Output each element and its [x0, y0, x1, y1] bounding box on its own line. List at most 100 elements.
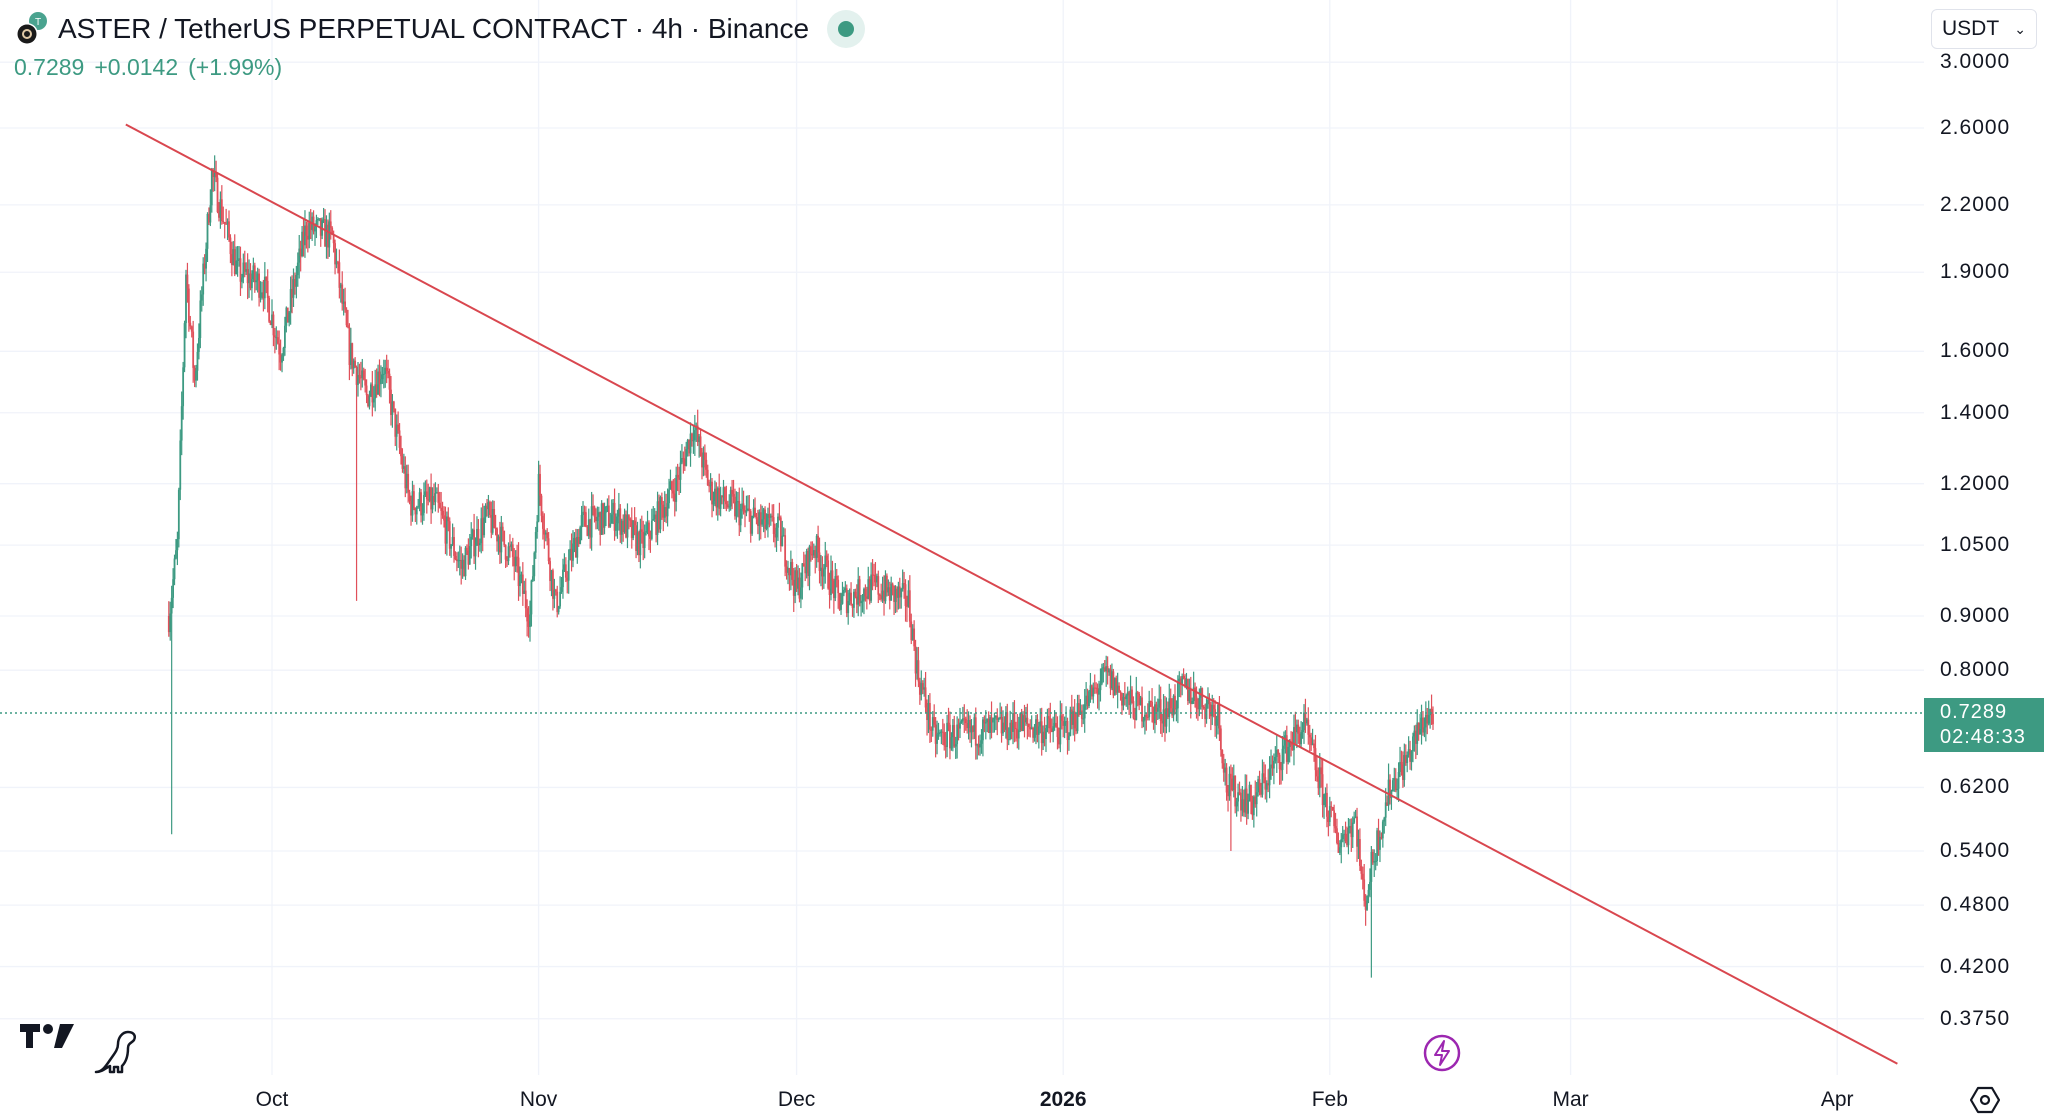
candle-body — [1409, 749, 1411, 762]
candle-body — [592, 506, 594, 508]
candle-body — [721, 495, 723, 498]
candle-body — [989, 717, 991, 733]
candle-body — [646, 522, 649, 531]
candle-body — [1237, 792, 1239, 802]
tradingview-logo-icon[interactable] — [20, 1022, 76, 1050]
candle-body — [520, 574, 523, 576]
candle-body — [298, 248, 301, 263]
candle-body — [395, 424, 398, 437]
trendline[interactable] — [125, 123, 1898, 1065]
candle-body — [703, 452, 706, 460]
candle-body — [719, 495, 722, 509]
candle-body — [1308, 734, 1311, 738]
market-status-indicator[interactable] — [827, 10, 866, 48]
candle-body — [722, 487, 725, 498]
candle-body — [1257, 779, 1260, 793]
candle-body — [1427, 715, 1430, 724]
candle-body — [1118, 685, 1120, 692]
candle-body — [206, 213, 209, 249]
candle-body — [1055, 722, 1057, 728]
candle-body — [169, 613, 172, 633]
candle-body — [269, 321, 272, 325]
candle-body — [666, 503, 669, 517]
candle-body — [983, 719, 986, 724]
candle-body — [546, 532, 549, 539]
settings-icon[interactable] — [1970, 1086, 2000, 1114]
candle-body — [791, 561, 794, 580]
candle-body — [1399, 761, 1401, 773]
candle-body — [430, 487, 432, 510]
candle-body — [249, 273, 252, 289]
candle-body — [937, 732, 940, 735]
candle-body — [1022, 715, 1024, 732]
candle-body — [672, 490, 675, 494]
candle-body — [940, 731, 943, 733]
candle-body — [994, 715, 997, 718]
candle-body — [295, 275, 298, 287]
candle-body — [784, 535, 787, 567]
candle-body — [374, 384, 377, 399]
candle-body — [501, 526, 504, 531]
candle-body — [209, 205, 212, 223]
candle-body — [800, 587, 802, 599]
candle-body — [329, 221, 332, 228]
candle-body — [785, 566, 788, 573]
candle-body — [464, 547, 467, 577]
candle-body — [1318, 767, 1321, 789]
candle-body — [665, 507, 668, 517]
candle-body — [1023, 715, 1026, 723]
candle-body — [956, 724, 959, 745]
candle-body — [771, 515, 774, 518]
candle-body — [1348, 825, 1351, 829]
lightning-icon[interactable] — [1422, 1033, 1462, 1073]
candle-body — [746, 508, 749, 511]
candle-body — [1327, 816, 1330, 822]
candle-body — [877, 576, 880, 595]
candle-body — [681, 458, 683, 463]
candle-body — [728, 506, 731, 508]
candle-body — [1096, 688, 1099, 695]
price-tick-label: 0.6200 — [1940, 775, 2011, 799]
candle-body — [1016, 729, 1019, 739]
candle-body — [990, 717, 993, 723]
currency-select[interactable]: USDT ⌄ — [1931, 9, 2037, 49]
candle-body — [702, 452, 705, 468]
candle-body — [1367, 889, 1370, 896]
candle-body — [262, 292, 265, 299]
candle-body — [841, 593, 844, 604]
candle-body — [982, 719, 984, 741]
candle-body — [378, 371, 381, 385]
candle-body — [1324, 792, 1327, 795]
candle-body — [854, 591, 857, 597]
dinosaur-icon[interactable] — [92, 1026, 140, 1076]
candle-body — [494, 528, 497, 530]
candle-body — [622, 520, 625, 532]
candle-body — [1165, 708, 1168, 727]
candle-body — [394, 408, 397, 437]
candle-body — [1088, 691, 1090, 707]
candle-body — [931, 717, 934, 731]
candle-body — [868, 579, 871, 601]
candle-body — [600, 503, 603, 535]
candle-body — [1397, 772, 1400, 789]
candle-body — [212, 170, 215, 177]
candle-body — [258, 273, 260, 298]
candle-body — [1241, 799, 1244, 811]
candle-body — [628, 515, 630, 520]
symbol-title[interactable]: ASTER / TetherUS PERPETUAL CONTRACT · 4h… — [58, 13, 810, 44]
candle-body — [1075, 728, 1077, 732]
candle-body — [559, 591, 561, 607]
candle-body — [867, 579, 870, 599]
candle-body — [1313, 743, 1315, 749]
candle-body — [196, 351, 199, 371]
candle-body — [1058, 737, 1060, 745]
candle-body — [334, 243, 336, 265]
candle-body — [1394, 778, 1397, 791]
candle-body — [210, 170, 213, 206]
candle-body — [418, 492, 421, 507]
candle-body — [1036, 719, 1039, 735]
candle-body — [1334, 826, 1337, 829]
candle-body — [805, 550, 808, 574]
candle-body — [1133, 718, 1136, 720]
